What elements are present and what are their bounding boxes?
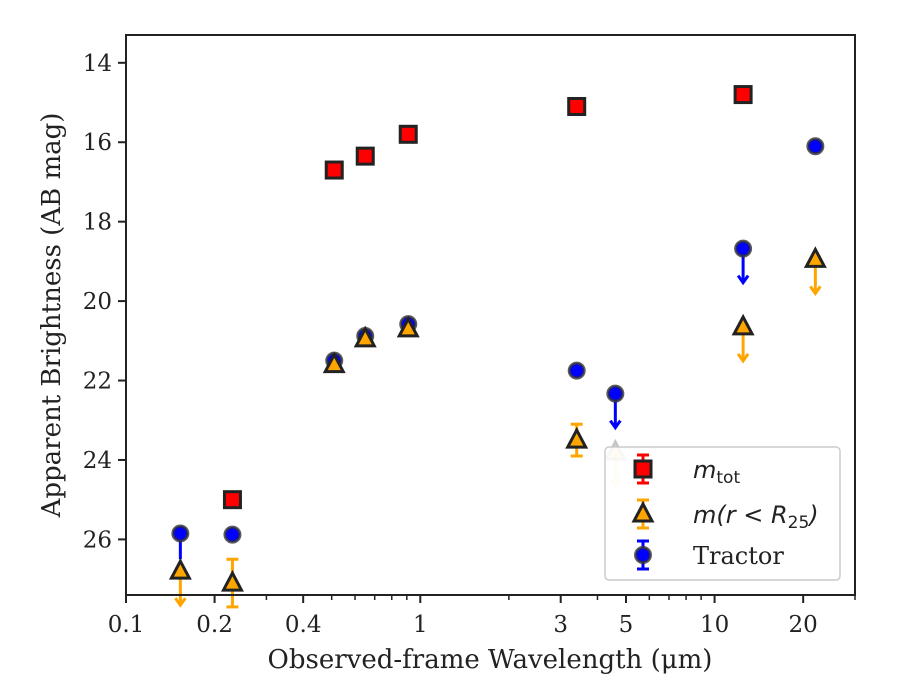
series-square <box>222 85 753 510</box>
y-tick-label: 14 <box>83 51 112 77</box>
triangle-point <box>220 569 244 592</box>
y-tick-label: 20 <box>83 289 112 315</box>
triangle-point <box>565 426 589 449</box>
y-tick-label: 22 <box>83 369 112 395</box>
circle-point <box>734 239 753 258</box>
circle-point <box>606 384 625 403</box>
legend-circle-marker <box>634 546 652 564</box>
x-tick-label: 0.2 <box>196 612 233 638</box>
legend-square-marker <box>633 459 653 479</box>
x-axis-label: Observed-frame Wavelength (μm) <box>268 645 713 675</box>
x-tick-label: 0.4 <box>285 612 322 638</box>
circle-point <box>171 524 190 543</box>
x-tick-label: 10 <box>700 612 729 638</box>
square-point <box>324 160 344 180</box>
square-point <box>222 490 242 510</box>
triangle-point <box>731 313 755 336</box>
series-circle <box>171 137 825 560</box>
y-tick-label: 24 <box>83 448 112 474</box>
triangle-point <box>396 315 420 338</box>
legend-label-square: mtot <box>693 456 740 488</box>
x-tick-label: 20 <box>789 612 818 638</box>
y-tick-label: 18 <box>83 210 112 236</box>
x-tick-label: 3 <box>553 612 568 638</box>
triangle-point <box>322 351 346 374</box>
y-axis-label: Apparent Brightness (AB mag) <box>37 113 67 519</box>
square-point <box>733 85 753 105</box>
triangle-point <box>803 246 827 268</box>
plot-frame <box>125 34 856 596</box>
y-tick-label: 16 <box>83 130 112 156</box>
triangle-point <box>353 325 377 348</box>
x-tick-label: 5 <box>619 612 634 638</box>
legend: mtot m(r < R25) Tractor <box>604 446 841 581</box>
circle-point <box>223 525 242 544</box>
square-point <box>398 124 418 144</box>
circle-point <box>806 137 825 156</box>
triangle-point <box>168 557 192 580</box>
square-point <box>355 146 375 166</box>
square-point <box>567 96 587 116</box>
legend-label-triangle: m(r < R25) <box>693 501 819 533</box>
y-tick-label: 26 <box>83 527 112 553</box>
circle-point <box>567 361 586 380</box>
x-tick-label: 1 <box>413 612 428 638</box>
legend-triangle-marker <box>631 500 655 523</box>
axis-ticks: 14 16 18 20 22 24 26 0.1 0.2 0.4 1 3 5 10 20 <box>83 51 856 638</box>
legend-box <box>604 446 841 581</box>
legend-label-circle: Tractor <box>693 542 784 570</box>
x-tick-label: 0.1 <box>108 612 145 638</box>
